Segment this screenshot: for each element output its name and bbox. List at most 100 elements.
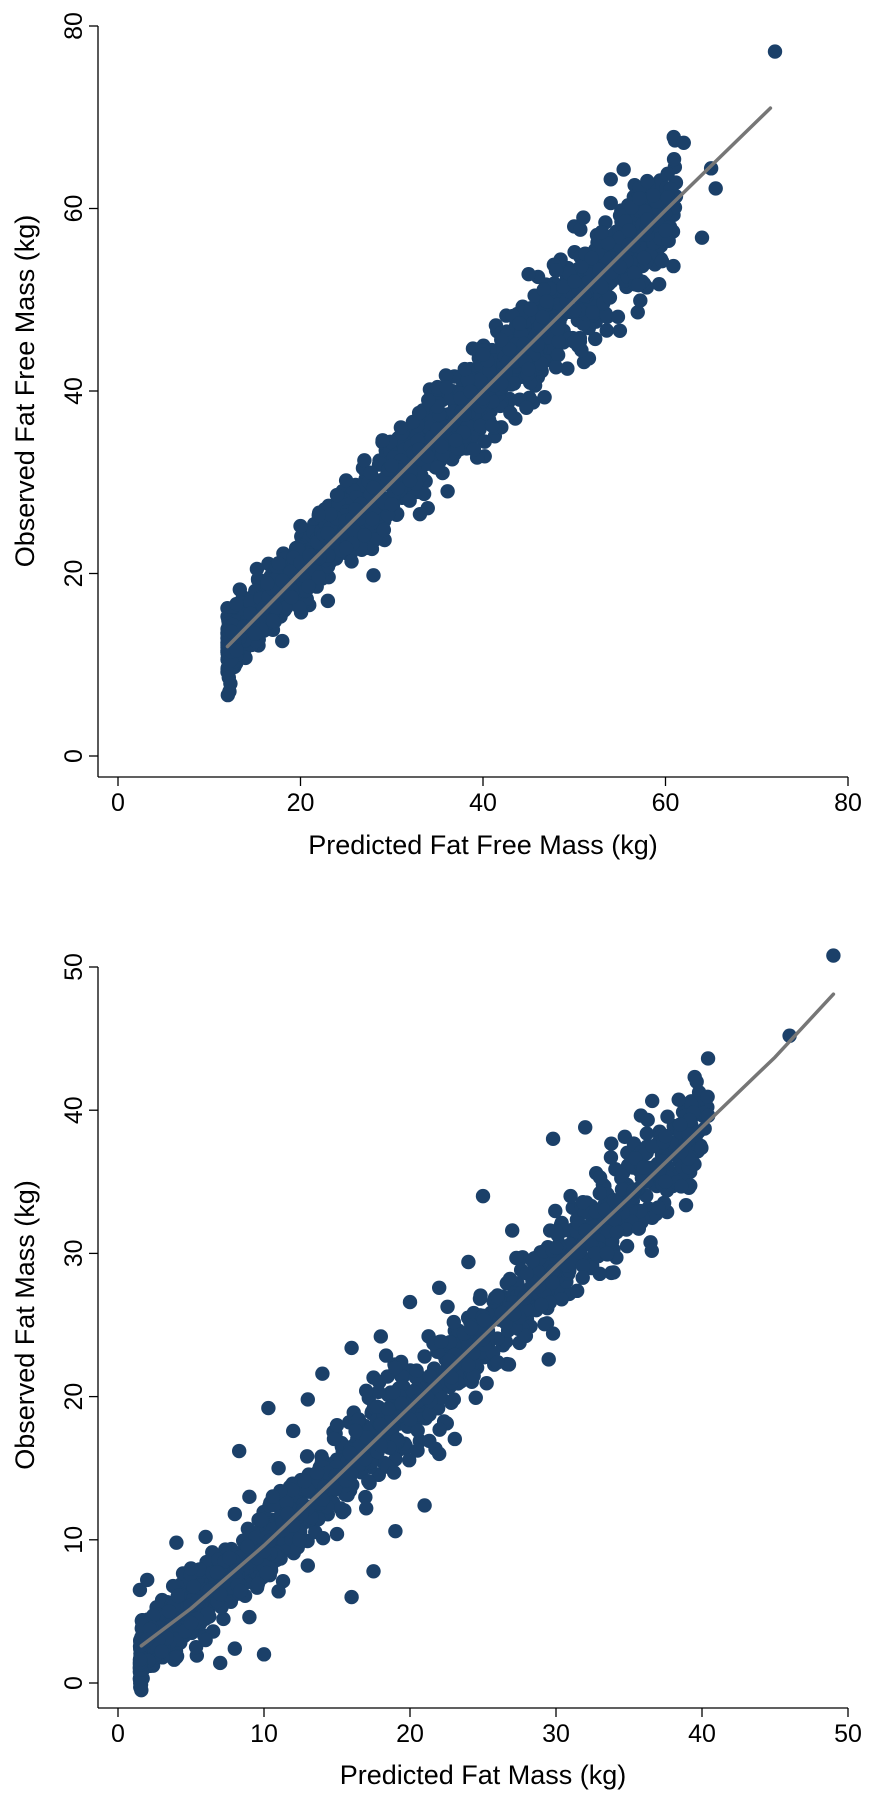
scatter-point	[548, 360, 564, 375]
scatter-point	[249, 561, 265, 577]
scatter-point	[421, 392, 436, 408]
scatter-point	[578, 1120, 593, 1135]
scatter-point	[502, 341, 517, 357]
scatter-point	[576, 210, 591, 225]
scatter-point	[466, 1368, 481, 1384]
scatter-point	[329, 487, 345, 503]
scatter-point	[320, 593, 336, 609]
scatter-point	[357, 453, 372, 468]
scatter-point	[384, 496, 399, 512]
scatter-point	[422, 1407, 437, 1422]
scatter-point	[689, 1074, 704, 1089]
scatter-point	[548, 263, 564, 278]
scatter-point	[548, 1203, 563, 1219]
scatter-point	[183, 1561, 199, 1576]
scatter-point	[344, 1589, 359, 1605]
scatter-point	[233, 1583, 248, 1599]
scatter-point	[490, 1355, 505, 1370]
scatter-point	[242, 1489, 257, 1505]
scatter-point	[293, 518, 308, 534]
scatter-point	[243, 606, 258, 621]
scatter-point	[376, 522, 392, 538]
scatter-point	[242, 1609, 257, 1625]
scatter-point	[132, 1582, 148, 1598]
scatter-point	[521, 361, 536, 377]
scatter-point	[616, 162, 631, 177]
scatter-point	[300, 1392, 315, 1407]
scatter-point	[614, 1168, 629, 1183]
scatter-point	[621, 223, 637, 238]
scatter-point	[645, 1093, 660, 1109]
y-tick-label: 40	[60, 377, 88, 405]
scatter-point	[475, 1332, 491, 1347]
fat-free-mass-chart: 0 20 40 60 80 0 20 40 60 80 Observed Fat Free Mass…	[10, 12, 862, 860]
scatter-point	[338, 540, 354, 556]
scatter-point	[490, 1289, 505, 1304]
scatter-point	[660, 1109, 675, 1124]
scatter-point	[592, 1266, 607, 1282]
scatter-point	[521, 267, 536, 282]
scatter-point	[432, 1422, 447, 1437]
scatter-point	[275, 573, 290, 588]
scatter-point	[475, 347, 491, 362]
scatter-point	[599, 323, 614, 338]
scatter-point	[569, 1283, 585, 1299]
y-tick-label: 0	[60, 749, 88, 763]
scatter-point	[271, 556, 286, 571]
scatter-point	[284, 590, 299, 605]
scatter-point	[265, 1489, 281, 1504]
scatter-point	[320, 526, 336, 541]
scatter-point	[484, 418, 500, 433]
x-tick-label: 30	[542, 1720, 570, 1748]
scatter-point	[660, 190, 675, 205]
scatter-point	[388, 1360, 403, 1376]
scatter-point	[584, 250, 599, 266]
scatter-point	[463, 1320, 479, 1336]
scatter-point	[672, 1117, 688, 1132]
scatter-point	[694, 1140, 709, 1156]
scatter-point	[537, 1316, 552, 1332]
scatter-point	[587, 1246, 603, 1261]
scatter-point	[534, 1297, 549, 1313]
scatter-point	[390, 480, 406, 496]
scatter-point	[550, 347, 566, 363]
scatter-point	[545, 1275, 560, 1290]
scatter-point	[285, 1482, 300, 1498]
scatter-point	[563, 1188, 578, 1204]
scatter-point	[505, 1223, 520, 1238]
scatter-point	[567, 274, 582, 289]
scatter-point	[658, 223, 673, 238]
y-tick-label: 60	[60, 195, 88, 223]
scatter-point	[494, 332, 509, 348]
scatter-point	[300, 1558, 315, 1573]
scatter-point	[477, 434, 492, 449]
scatter-point	[236, 619, 252, 634]
scatter-point	[299, 1449, 315, 1464]
scatter-point	[366, 480, 381, 495]
scatter-point	[279, 1495, 294, 1511]
scatter-point	[213, 1655, 228, 1671]
fit-line	[139, 992, 836, 1648]
scatter-point	[548, 1240, 564, 1255]
scatter-point	[594, 225, 609, 240]
scatter-point	[198, 1529, 213, 1545]
scatter-point	[767, 44, 783, 59]
scatter-point	[573, 222, 588, 237]
scatter-point	[602, 290, 618, 305]
scatter-point	[575, 1258, 591, 1274]
scatter-point	[394, 1396, 409, 1411]
scatter-point	[541, 1352, 556, 1367]
scatter-point	[186, 1579, 202, 1594]
scatter-point	[446, 1314, 461, 1330]
scatter-point	[222, 1550, 237, 1566]
scatter-point	[472, 1291, 488, 1306]
y-tick-label: 0	[60, 1676, 88, 1690]
scatter-point	[373, 1438, 388, 1453]
scatter-point	[422, 1368, 438, 1384]
y-tick-label: 10	[60, 1526, 88, 1554]
scatter-point	[509, 1250, 524, 1266]
scatter-point	[170, 1588, 185, 1604]
scatter-point	[447, 1431, 463, 1447]
y-tick-label: 20	[60, 560, 88, 588]
